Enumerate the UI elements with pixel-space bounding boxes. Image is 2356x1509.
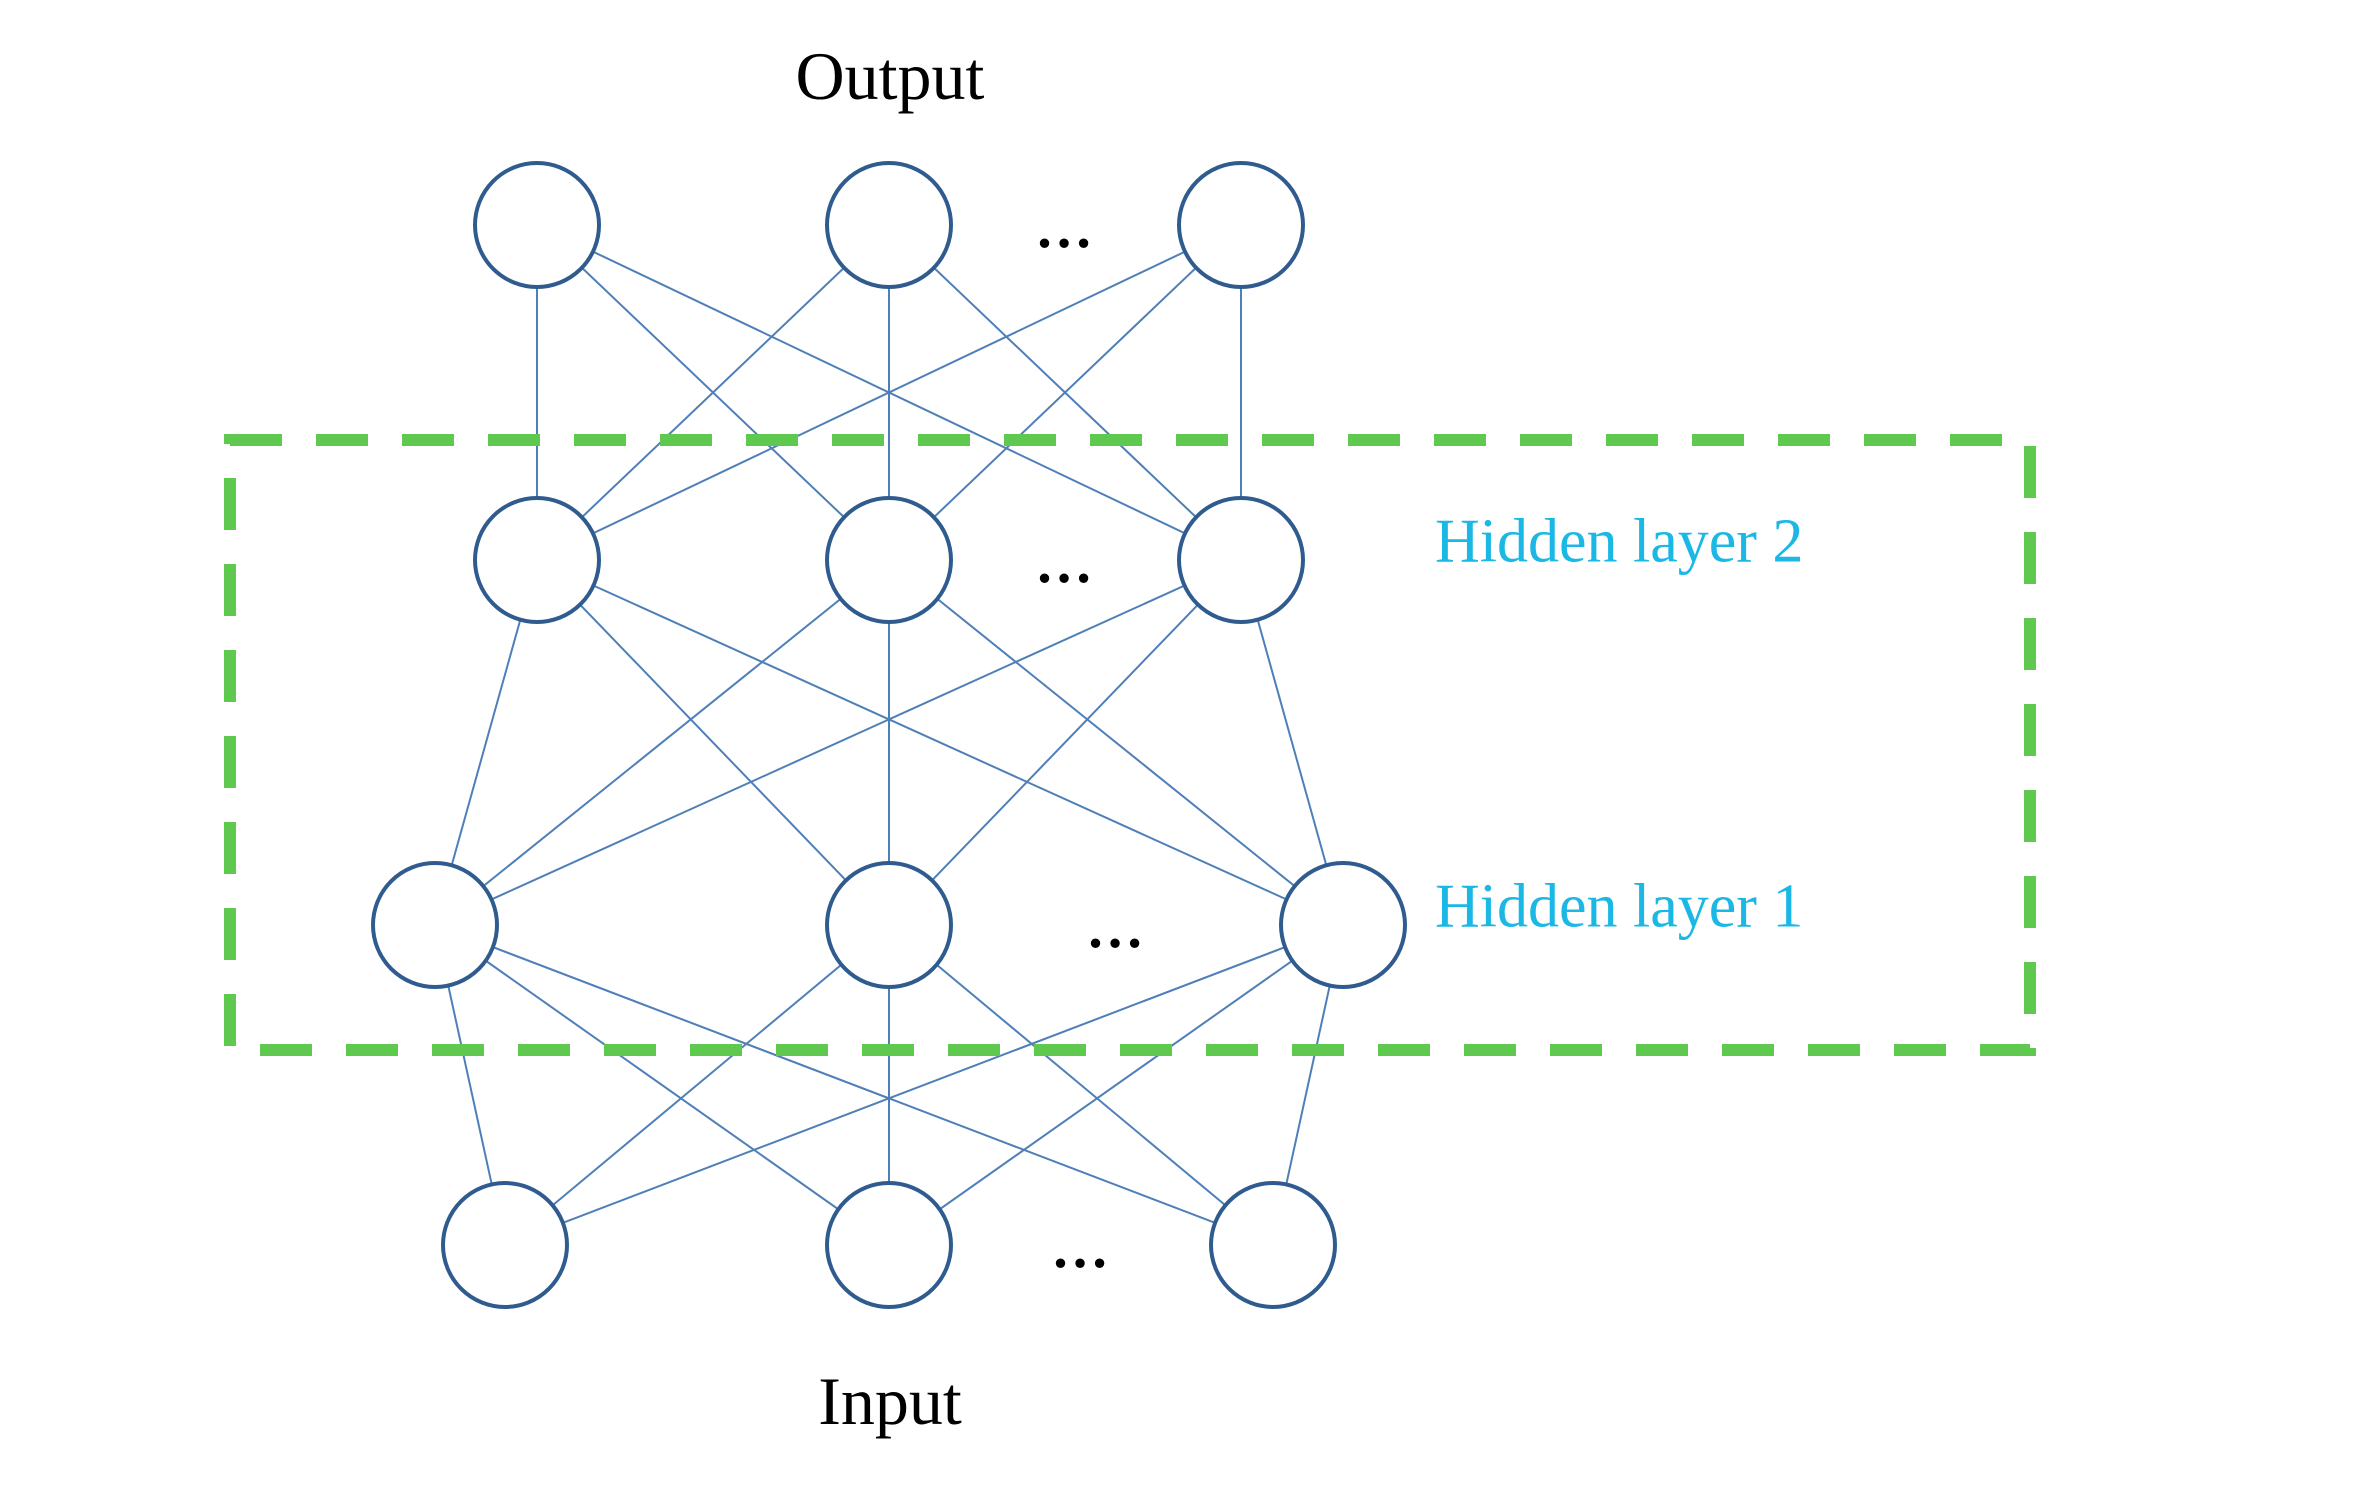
hidden2-label: Hidden layer 2 — [1435, 508, 1803, 576]
node-output — [475, 163, 599, 287]
node-input — [1211, 1183, 1335, 1307]
ellipsis-input: … — [1051, 1215, 1111, 1280]
node-input — [443, 1183, 567, 1307]
node-hidden1 — [373, 863, 497, 987]
node-output — [827, 163, 951, 287]
output-label: Output — [796, 38, 985, 114]
ellipsis-output: … — [1035, 195, 1095, 260]
diagram-svg: … … … … Output Input Hidden layer 2 Hidden laye… — [0, 0, 2356, 1509]
node-hidden2 — [475, 498, 599, 622]
node-hidden2 — [827, 498, 951, 622]
input-label: Input — [818, 1363, 962, 1439]
hidden1-label: Hidden layer 1 — [1435, 873, 1803, 941]
node-hidden1 — [1281, 863, 1405, 987]
node-hidden1 — [827, 863, 951, 987]
node-input — [827, 1183, 951, 1307]
node-output — [1179, 163, 1303, 287]
neural-network-diagram: … … … … Output Input Hidden layer 2 Hidden laye… — [0, 0, 2356, 1509]
ellipsis-hidden1: … — [1086, 895, 1146, 960]
node-hidden2 — [1179, 498, 1303, 622]
ellipsis-hidden2: … — [1035, 530, 1095, 595]
